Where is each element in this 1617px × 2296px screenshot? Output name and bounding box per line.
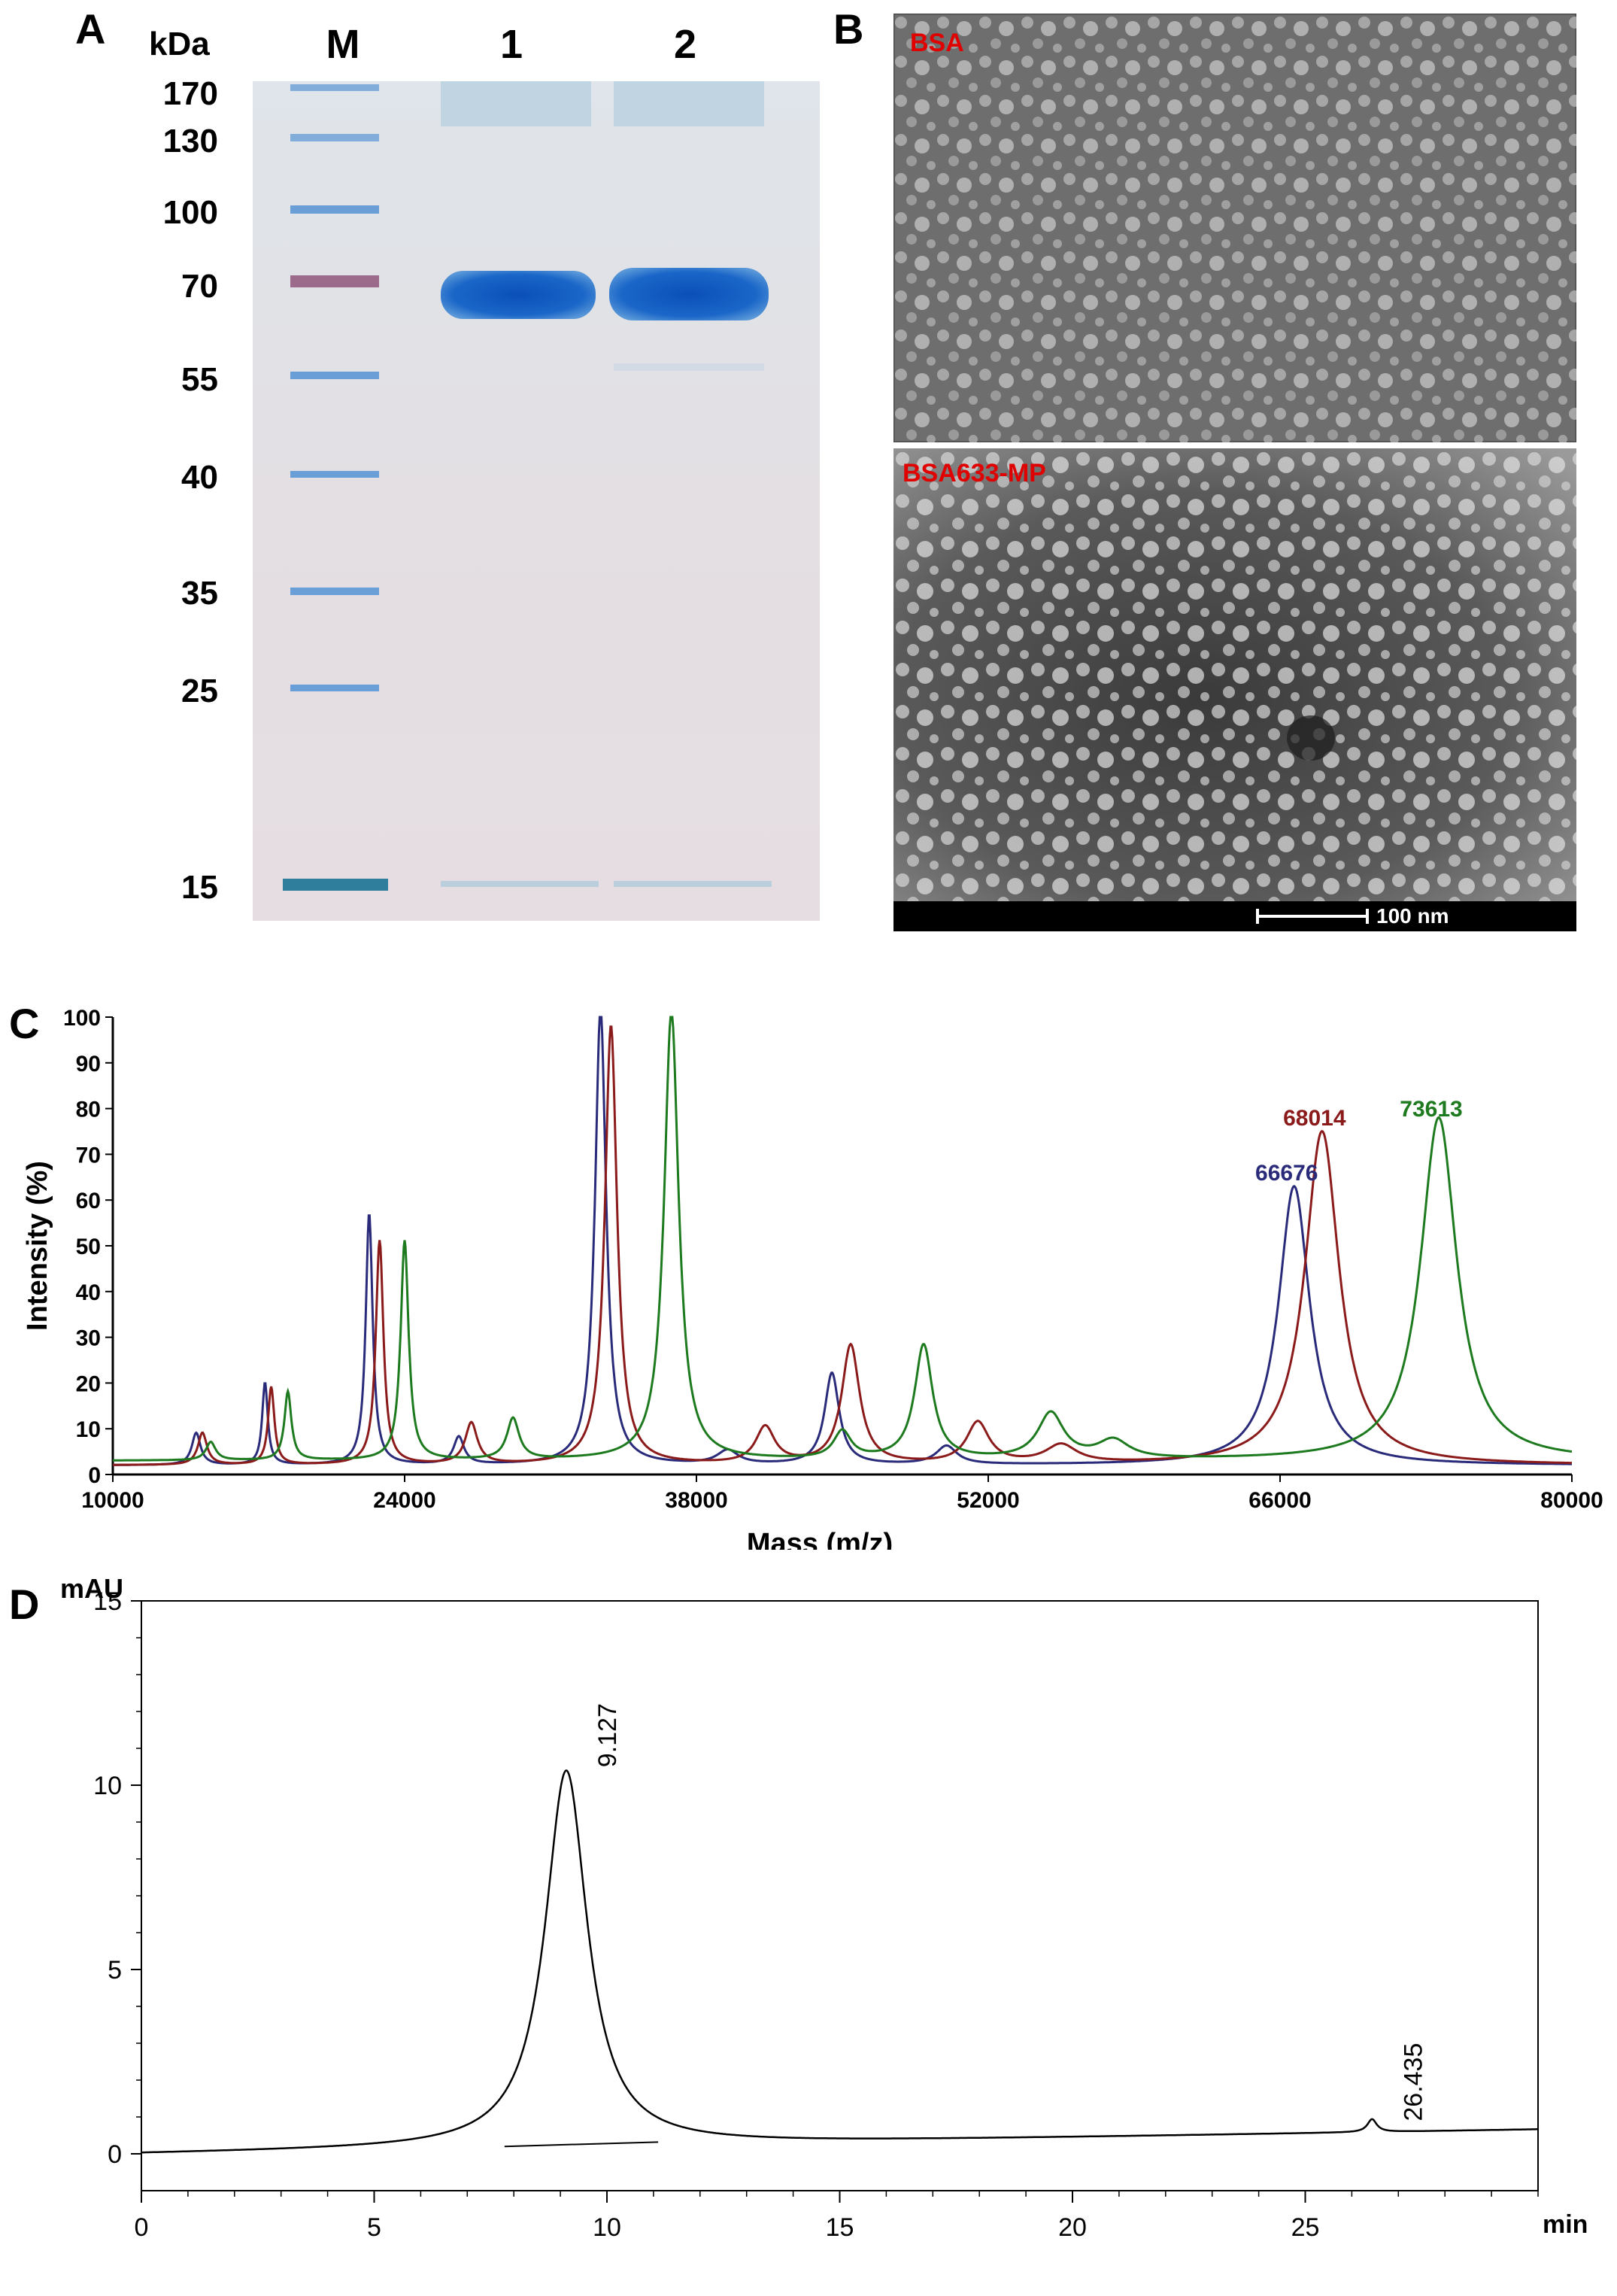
marker-label-25: 25	[181, 673, 218, 709]
x-tick-label: 24000	[373, 1488, 435, 1513]
y-tick-label: 100	[63, 1006, 101, 1031]
x-tick-label: 0	[135, 2213, 149, 2242]
x-axis-title: Mass (m/z)	[747, 1528, 893, 1550]
marker-label-100: 100	[162, 194, 218, 231]
y-tick-label: 30	[76, 1326, 101, 1351]
marker-label-35: 35	[181, 575, 218, 612]
peak-label-68014: 68014	[1283, 1106, 1346, 1131]
y-axis-title: mAU	[60, 1573, 123, 1604]
band-lane-1	[441, 271, 596, 319]
panel-label-d: D	[9, 1581, 40, 1628]
y-tick-label: 60	[76, 1189, 101, 1213]
scale-bar-strip	[893, 901, 1576, 931]
x-tick-label: 38000	[665, 1488, 727, 1513]
y-tick-label: 20	[76, 1371, 101, 1396]
x-tick-label: 52000	[957, 1488, 1019, 1513]
lane-label-marker: M	[326, 22, 360, 67]
y-tick-label: 10	[93, 1772, 122, 1800]
y-tick-label: 80	[76, 1098, 101, 1122]
retention-label-9.127: 9.127	[593, 1703, 622, 1767]
marker-ladder	[283, 84, 388, 891]
y-tick-label: 0	[108, 2140, 122, 2169]
panel-label-b: B	[833, 5, 864, 53]
y-tick-label: 10	[76, 1417, 101, 1442]
tem-label-bsa: BSA	[910, 29, 964, 57]
scale-bar	[1256, 909, 1369, 924]
band-lane-2	[609, 268, 769, 320]
y-tick-label: 0	[88, 1463, 101, 1488]
y-axis-title: Intensity (%)	[22, 1161, 53, 1331]
y-tick-label: 70	[76, 1143, 101, 1168]
panel-label-a: A	[75, 5, 106, 53]
x-tick-label: 25	[1291, 2213, 1320, 2242]
scale-bar-label: 100 nm	[1376, 904, 1449, 928]
chromatogram-trace	[141, 1769, 1538, 2154]
x-tick-label: 10	[593, 2213, 621, 2242]
gel-image	[253, 81, 820, 921]
plot-frame	[141, 1600, 1539, 2191]
marker-label-130: 130	[162, 123, 218, 159]
spectrum-series-2	[113, 1025, 1572, 1466]
x-tick-label: 20	[1058, 2213, 1087, 2242]
spectrum-series-3	[113, 1016, 1573, 1462]
tem-label-bsa633-mp: BSA633-MP	[903, 459, 1046, 487]
mass-spectrum-chart: 0 10 20 30 40 50 60 70 80 90 100 10000 24000 38000 520…	[22, 1006, 1603, 1550]
x-tick-label: 5	[367, 2213, 381, 2242]
retention-label-26.435: 26.435	[1399, 2043, 1427, 2121]
x-tick-label: 10000	[81, 1488, 144, 1513]
gel-unit-label: kDa	[149, 26, 210, 62]
spectrum-series-1	[113, 1016, 1572, 1466]
y-tick-label: 15	[93, 1587, 122, 1616]
x-tick-label: 66000	[1248, 1488, 1311, 1513]
x-tick-label: 15	[826, 2213, 854, 2242]
marker-label-55: 55	[181, 361, 218, 398]
y-tick-label: 50	[76, 1235, 101, 1259]
peak-baseline	[504, 2141, 659, 2148]
y-tick-label: 40	[76, 1280, 101, 1305]
marker-label-15: 15	[181, 869, 218, 906]
panel-label-c: C	[9, 1000, 40, 1047]
peak-label-73613: 73613	[1400, 1097, 1462, 1122]
marker-label-40: 40	[181, 459, 218, 496]
x-tick-label: 80000	[1540, 1488, 1603, 1513]
marker-label-170: 170	[162, 75, 218, 112]
y-tick-label: 90	[76, 1052, 101, 1077]
lane-label-1: 1	[499, 22, 523, 67]
lane-label-2: 2	[673, 22, 697, 67]
y-tick-label: 5	[108, 1956, 122, 1985]
peak-label-66676: 66676	[1255, 1161, 1318, 1186]
hplc-chromatogram-chart: mAU 0 5 10 15 0 5 10 15 20 25 min 9.127 26.435	[60, 1573, 1588, 2242]
x-axis-title: min	[1543, 2210, 1588, 2239]
marker-label-70: 70	[181, 268, 218, 305]
tem-image-bsa	[893, 14, 1576, 442]
tem-image-bsa633-mp	[893, 448, 1576, 904]
